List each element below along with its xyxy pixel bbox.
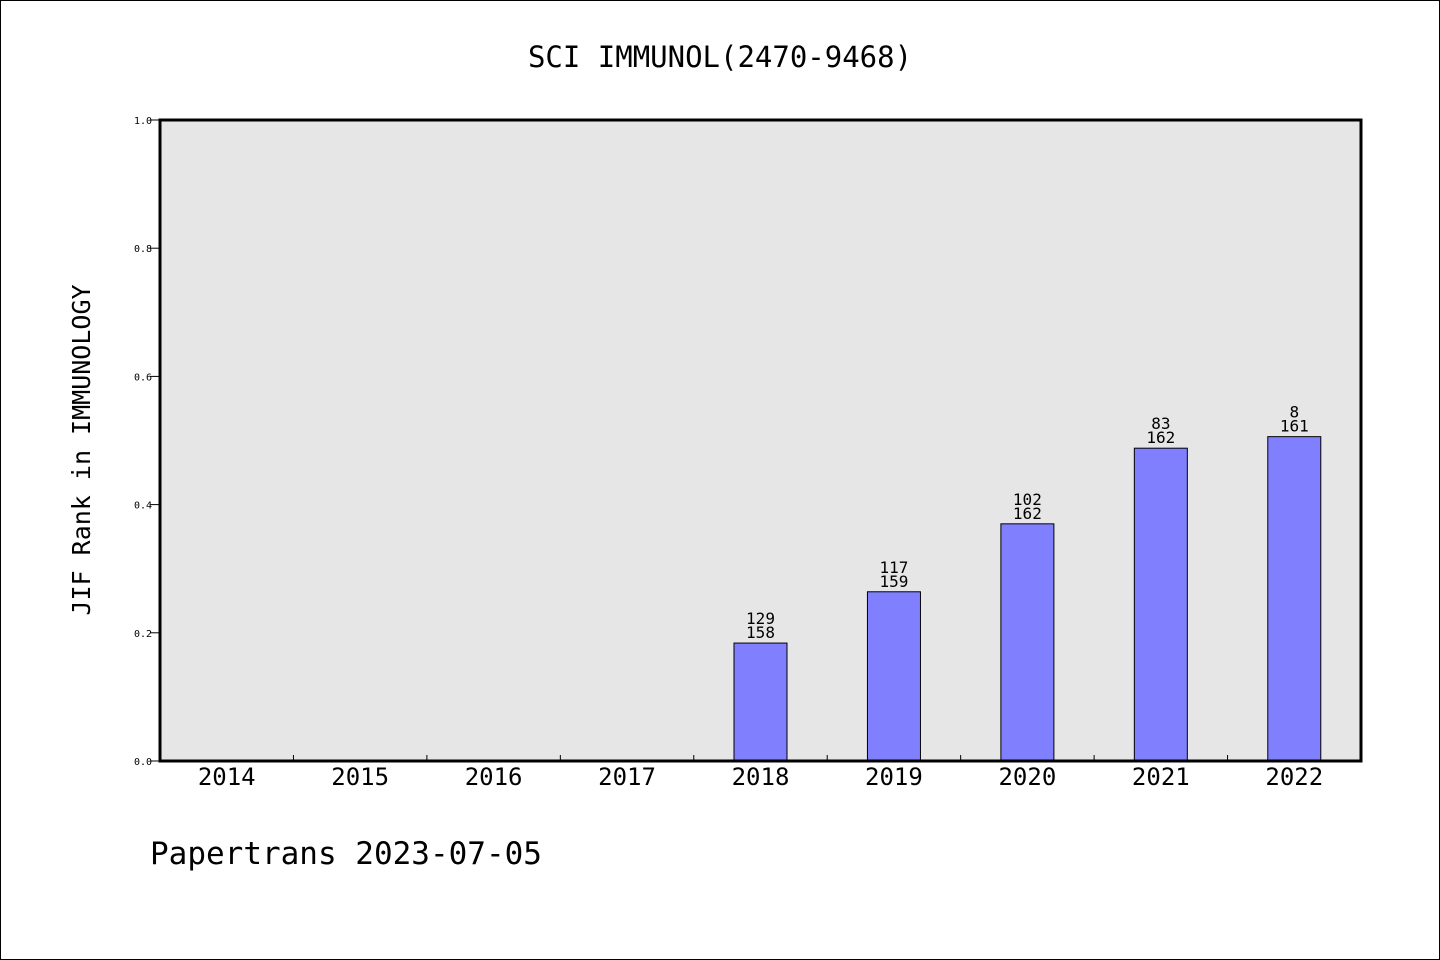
y-axis: 0.0 0.2 0.4 0.6 0.8 1.0 bbox=[134, 116, 160, 768]
bar bbox=[733, 642, 788, 762]
bar bbox=[1267, 436, 1322, 762]
bar-label-total: 162 bbox=[1146, 428, 1175, 447]
bar bbox=[866, 591, 921, 762]
y-axis-label: JIF Rank in IMMUNOLOGY bbox=[67, 284, 96, 615]
plot-border bbox=[158, 118, 1363, 763]
bar bbox=[1133, 447, 1188, 762]
bar-label-rank: 129 bbox=[746, 609, 775, 628]
x-tick-label: 2014 bbox=[198, 763, 256, 791]
x-tick-label: 2016 bbox=[465, 763, 523, 791]
x-tick-label: 2018 bbox=[732, 763, 790, 791]
x-tick-label: 2015 bbox=[331, 763, 389, 791]
bar bbox=[1000, 523, 1055, 762]
bar-label-total: 159 bbox=[879, 572, 908, 591]
y-tick-label: 0.0 bbox=[134, 757, 152, 768]
x-axis: 2014 2015 2016 2017 2018 2019 2020 2021 2022 bbox=[198, 755, 1323, 791]
bar-label-total: 161 bbox=[1280, 417, 1309, 436]
bar-label-rank: 8 bbox=[1289, 403, 1299, 422]
bar-label-total: 158 bbox=[746, 623, 775, 642]
y-tick-label: 0.8 bbox=[134, 244, 152, 255]
y-tick-label: 1.0 bbox=[134, 116, 152, 127]
x-tick-label: 2017 bbox=[598, 763, 656, 791]
x-tick-label: 2021 bbox=[1132, 763, 1190, 791]
y-tick-label: 0.2 bbox=[134, 629, 152, 640]
footer-watermark: Papertrans 2023-07-05 bbox=[150, 836, 542, 872]
y-tick-label: 0.4 bbox=[134, 501, 152, 512]
bar-label-rank: 117 bbox=[879, 558, 908, 577]
x-tick-label: 2022 bbox=[1265, 763, 1323, 791]
bars-layer bbox=[733, 436, 1322, 762]
bar-label-total: 162 bbox=[1013, 504, 1042, 523]
x-tick-label: 2020 bbox=[998, 763, 1056, 791]
chart-title: SCI IMMUNOL(2470-9468) bbox=[528, 40, 912, 74]
bar-label-rank: 102 bbox=[1013, 490, 1042, 509]
y-tick-label: 0.6 bbox=[134, 372, 152, 383]
x-tick-label: 2019 bbox=[865, 763, 923, 791]
bar-label-rank: 83 bbox=[1151, 414, 1170, 433]
